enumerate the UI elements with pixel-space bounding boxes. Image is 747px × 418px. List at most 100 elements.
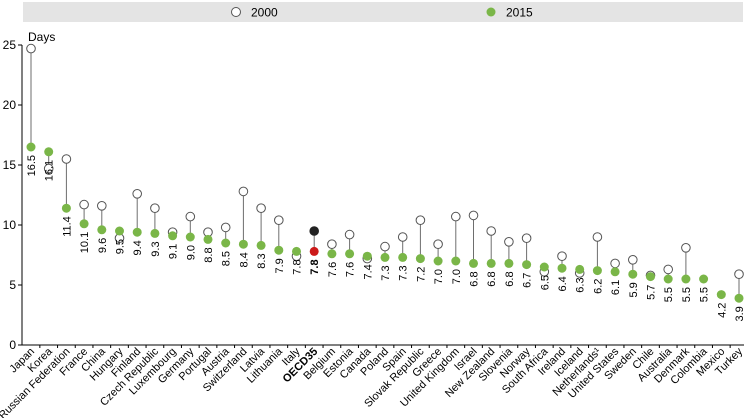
y-tick-label-15: 15 <box>3 158 17 172</box>
point-2000-australia <box>663 264 674 275</box>
point-2015-israel <box>469 258 478 268</box>
value-label-australia: 5.5 <box>663 287 675 302</box>
value-label-belgium: 7.6 <box>327 262 339 277</box>
value-label-poland: 7.3 <box>380 265 392 280</box>
point-2000-poland <box>380 241 390 252</box>
point-2015-netherlands <box>592 266 602 276</box>
point-2015-turkey <box>734 293 744 303</box>
value-label-luxembourg: 9.1 <box>168 244 180 259</box>
point-2015-south-africa <box>539 262 549 272</box>
value-label-israel: 6.8 <box>469 271 481 286</box>
value-label-czech-republic: 9.3 <box>150 241 162 256</box>
point-2000-turkey <box>734 269 744 280</box>
value-label-denmark: 5.5 <box>681 287 693 302</box>
point-2000-lithuania <box>274 215 284 225</box>
point-2015-iceland <box>575 264 585 274</box>
point-2000-japan <box>26 43 36 54</box>
point-2000-slovak-republic <box>415 215 426 225</box>
value-label-hungary: 9.5 <box>115 239 127 254</box>
value-label-korea: 16.1 <box>44 160 56 181</box>
y-axis-title: Days <box>28 30 55 44</box>
y-tick-label-10: 10 <box>3 218 17 232</box>
point-2015-poland <box>380 252 390 262</box>
value-label-oecd35: 7.8 <box>309 259 321 274</box>
value-label-mexico: 4.2 <box>716 303 728 318</box>
point-2015-greece <box>433 256 443 266</box>
point-2000-russian-federation <box>61 154 72 164</box>
point-2015-norway <box>522 260 532 270</box>
point-2015-korea <box>44 147 54 157</box>
y-tick-label-5: 5 <box>9 278 16 292</box>
point-2000-latvia <box>256 203 266 213</box>
value-label-colombia: 5.5 <box>699 287 711 302</box>
point-2015-switzerland <box>238 239 248 249</box>
value-label-estonia: 7.6 <box>345 262 357 277</box>
point-2000-austria <box>220 222 231 233</box>
point-2015-czech-republic <box>150 228 160 238</box>
y-tick-label-25: 25 <box>3 38 17 52</box>
value-label-portugal: 8.8 <box>203 247 215 262</box>
value-label-united-states: 6.1 <box>610 280 622 295</box>
point-2015-new-zealand <box>486 258 496 268</box>
point-2000-korea <box>43 163 54 174</box>
value-label-latvia: 8.3 <box>256 253 268 268</box>
point-2015-luxembourg <box>168 231 178 241</box>
point-2000-spain <box>397 232 408 242</box>
point-2015-hungary <box>115 226 124 236</box>
legend-box <box>23 2 743 22</box>
point-2000-united-kingdom <box>451 211 461 222</box>
value-label-france: 10.1 <box>79 232 91 253</box>
point-2000-china <box>97 201 107 211</box>
value-label-canada: 7.4 <box>362 264 374 279</box>
point-2015-france <box>79 219 89 229</box>
value-label-russian-federation: 11.4 <box>61 216 73 237</box>
point-2000-denmark <box>681 243 691 253</box>
y-tick-label-20: 20 <box>3 98 17 112</box>
point-2000-netherlands <box>592 232 603 242</box>
point-2015-spain <box>398 252 408 262</box>
y-ticks: 0 5 10 15 20 25 <box>3 38 22 352</box>
point-2000-slovenia <box>504 237 514 247</box>
point-2000-oecd35 <box>309 226 320 236</box>
value-label-new-zealand: 6.8 <box>486 271 498 286</box>
value-label-turkey: 3.9 <box>734 306 746 321</box>
point-2015-united-states <box>610 267 620 277</box>
legend-marker-2015 <box>486 7 496 17</box>
point-2015-austria <box>221 238 231 248</box>
point-2015-japan <box>26 142 36 152</box>
legend-label-2000: 2000 <box>251 6 278 20</box>
point-2000-belgium <box>327 239 337 249</box>
value-label-china: 9.6 <box>97 238 109 253</box>
point-2015-latvia <box>256 240 266 250</box>
point-2015-russian-federation <box>61 203 71 213</box>
point-2000-new-zealand <box>486 226 497 236</box>
value-label-netherlands: 6.2 <box>592 279 604 294</box>
value-label-italy: 7.8 <box>292 259 304 274</box>
point-2000-france <box>79 199 89 210</box>
point-2000-estonia <box>344 229 355 240</box>
value-label-germany: 9.0 <box>185 245 197 260</box>
point-2000-norway <box>521 233 532 243</box>
point-2000-united-states <box>610 258 620 269</box>
point-2015-australia <box>663 274 673 284</box>
point-2015-canada <box>362 251 372 261</box>
value-label-slovenia: 6.8 <box>504 271 516 286</box>
value-label-finland: 9.4 <box>132 240 144 255</box>
point-2015-lithuania <box>274 245 284 255</box>
point-2000-germany <box>185 211 196 222</box>
point-2000-sweden <box>628 254 638 265</box>
point-2015-ireland <box>557 263 567 273</box>
point-2000-ireland <box>557 251 567 262</box>
value-label-norway: 6.7 <box>522 273 534 288</box>
value-label-chile: 5.7 <box>646 285 658 300</box>
point-2000-czech-republic <box>150 203 160 213</box>
y-tick-label-0: 0 <box>9 338 16 352</box>
point-2015-chile <box>646 272 655 282</box>
point-2015-portugal <box>203 234 213 244</box>
point-2015-colombia <box>699 274 709 284</box>
point-2015-estonia <box>345 249 355 259</box>
legend-marker-2000 <box>231 7 241 17</box>
point-2015-sweden <box>628 269 638 279</box>
point-2015-germany <box>185 232 195 242</box>
